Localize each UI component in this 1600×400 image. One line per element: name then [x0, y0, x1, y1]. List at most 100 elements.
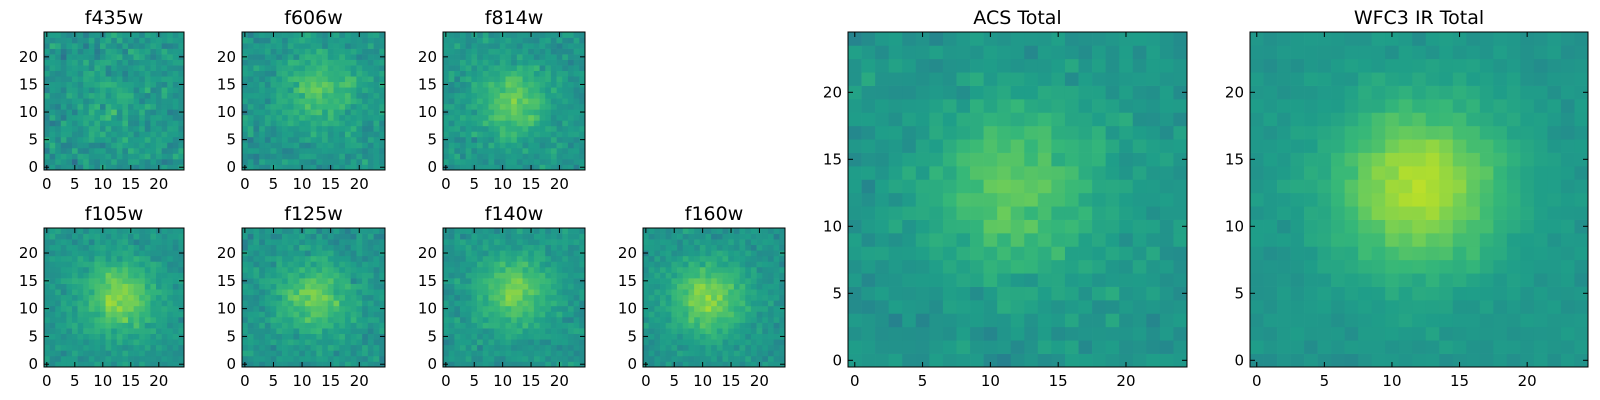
- heatmap-cell: [488, 32, 495, 38]
- heatmap-cell: [316, 250, 323, 257]
- heatmap-cell: [264, 278, 271, 284]
- heatmap-cell: [556, 153, 563, 160]
- heatmap-cell: [156, 65, 162, 71]
- heatmap-cell: [528, 136, 535, 143]
- heatmap-cell: [111, 333, 118, 340]
- heatmap-cell: [356, 98, 363, 105]
- heatmap-cell: [739, 294, 746, 301]
- heatmap-cell: [111, 328, 118, 334]
- heatmap-cell: [505, 244, 512, 251]
- heatmap-cell: [539, 32, 546, 38]
- heatmap-cell: [344, 103, 352, 110]
- heatmap-cell: [739, 361, 746, 368]
- heatmap-cell: [454, 244, 461, 251]
- heatmap-cell: [545, 244, 552, 251]
- heatmap-cell: [477, 87, 484, 94]
- heatmap-cell: [72, 43, 78, 49]
- heatmap-cell: [379, 283, 386, 290]
- x-tick-label: 20: [350, 175, 369, 193]
- heatmap-cell: [264, 65, 271, 71]
- heatmap-cell: [77, 59, 84, 66]
- heatmap-cell: [1119, 326, 1134, 341]
- heatmap-cell: [293, 59, 300, 66]
- heatmap-cell: [488, 125, 495, 132]
- heatmap-cell: [339, 43, 346, 49]
- heatmap-cell: [983, 286, 998, 301]
- heatmap-cell: [477, 147, 484, 154]
- heatmap-cell: [72, 289, 78, 296]
- heatmap-cell: [539, 114, 546, 121]
- heatmap-cell: [516, 81, 523, 88]
- heatmap-cell: [128, 158, 134, 165]
- heatmap-cell: [460, 289, 467, 296]
- heatmap-cell: [902, 340, 917, 354]
- heatmap-cell: [60, 70, 67, 77]
- heatmap-cell: [72, 244, 78, 251]
- heatmap-cell: [259, 233, 266, 240]
- heatmap-cell: [339, 147, 346, 154]
- heatmap-cell: [44, 65, 50, 71]
- heatmap-cell: [1146, 219, 1161, 234]
- heatmap-cell: [44, 158, 50, 165]
- heatmap-cell: [654, 355, 661, 362]
- heatmap-cell: [1078, 286, 1093, 301]
- heatmap-cell: [545, 103, 552, 110]
- heatmap-cell: [1037, 166, 1052, 180]
- heatmap-cell: [648, 228, 655, 234]
- heatmap-cell: [282, 120, 289, 127]
- heatmap-cell: [848, 300, 862, 314]
- heatmap-cell: [722, 333, 729, 340]
- heatmap-cell: [573, 300, 580, 307]
- heatmap-cell: [144, 158, 151, 165]
- heatmap-cell: [299, 103, 306, 110]
- heatmap-cell: [643, 261, 650, 268]
- heatmap-cell: [293, 233, 300, 240]
- heatmap-cell: [1105, 233, 1120, 247]
- heatmap-cell: [1146, 353, 1161, 368]
- heatmap-cell: [316, 316, 323, 323]
- heatmap-cell: [310, 228, 317, 234]
- heatmap-cell: [156, 70, 162, 77]
- heatmap-cell: [282, 103, 289, 110]
- heatmap-cell: [494, 355, 501, 362]
- heatmap-cell: [339, 289, 346, 296]
- heatmap-cell: [264, 328, 271, 334]
- heatmap-cell: [1051, 353, 1066, 368]
- x-tick-label: 15: [321, 372, 340, 390]
- heatmap-cell: [915, 166, 930, 180]
- heatmap-cell: [516, 158, 523, 165]
- heatmap-cell: [299, 261, 306, 268]
- heatmap-cell: [477, 339, 484, 346]
- heatmap-cell: [327, 70, 334, 77]
- heatmap-cell: [471, 266, 478, 273]
- heatmap-cell: [705, 328, 712, 334]
- heatmap-cell: [643, 339, 650, 346]
- heatmap-cell: [83, 333, 90, 340]
- heatmap-cell: [322, 98, 329, 105]
- heatmap-cell: [762, 255, 769, 262]
- heatmap-cell: [482, 37, 489, 44]
- heatmap-cell: [716, 289, 723, 296]
- heatmap-cell: [259, 37, 266, 44]
- heatmap-cell: [767, 344, 774, 351]
- heatmap-cell: [875, 326, 890, 341]
- heatmap-cell: [465, 328, 472, 334]
- heatmap-cell: [762, 233, 769, 240]
- heatmap-cell: [299, 294, 306, 301]
- heatmap-cell: [128, 244, 134, 251]
- heatmap-cell: [105, 355, 112, 362]
- heatmap-cell: [648, 305, 655, 312]
- heatmap-cell: [688, 311, 695, 318]
- heatmap-cell: [522, 32, 529, 38]
- heatmap-cell: [144, 98, 151, 105]
- heatmap-cell: [942, 166, 957, 180]
- heatmap-cell: [339, 350, 346, 357]
- heatmap-cell: [750, 294, 757, 301]
- heatmap-cell: [299, 98, 306, 105]
- heatmap-cell: [654, 328, 661, 334]
- heatmap-cell: [516, 333, 523, 340]
- heatmap-cell: [488, 322, 495, 329]
- heatmap-cell: [379, 114, 386, 121]
- heatmap-cell: [722, 233, 729, 240]
- heatmap-cell: [310, 316, 317, 323]
